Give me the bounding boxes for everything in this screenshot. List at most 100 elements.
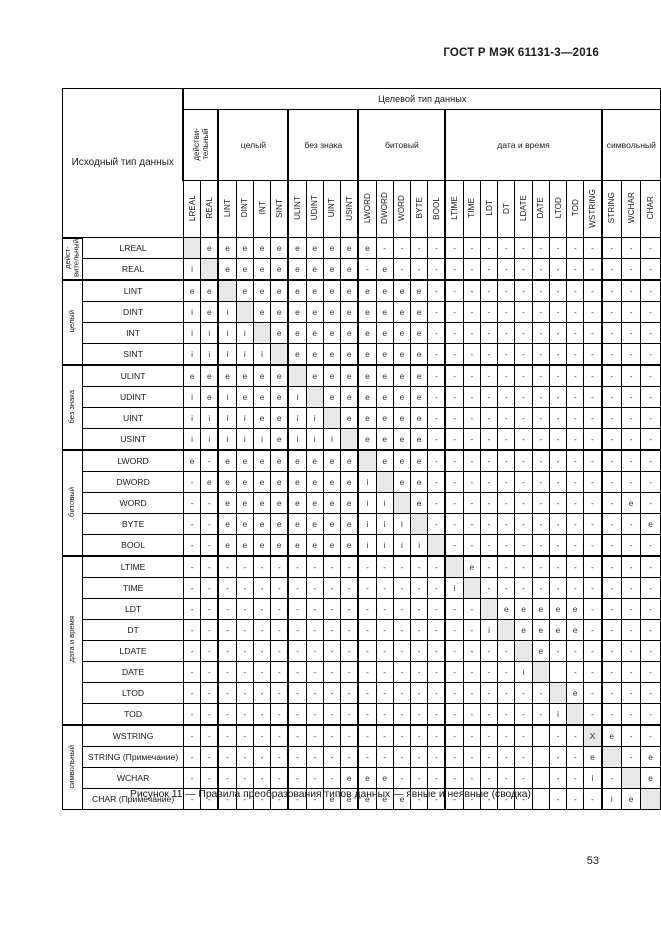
column-header-byte: BYTE xyxy=(410,180,429,238)
table-row: SINT i i i i i e e e e e e e e - - - - - - - - - - - - - xyxy=(63,343,661,366)
conversion-cell: - xyxy=(322,555,342,578)
conversion-cell: - xyxy=(427,598,446,620)
column-header-label: LWORD xyxy=(362,192,372,224)
conversion-cell: e xyxy=(340,237,359,259)
conversion-cell: - xyxy=(444,619,464,641)
conversion-cell: e xyxy=(287,237,307,259)
conversion-cell: - xyxy=(620,661,642,683)
conversion-cell: - xyxy=(620,682,642,704)
conversion-cell: - xyxy=(531,492,550,514)
conversion-cell: - xyxy=(217,661,237,683)
conversion-cell: - xyxy=(252,640,272,662)
conversion-cell: - xyxy=(287,703,307,726)
conversion-cell: - xyxy=(392,237,412,259)
conversion-cell: - xyxy=(200,513,219,535)
conversion-cell: - xyxy=(479,471,499,493)
row-group-3: без знака xyxy=(61,364,84,451)
conversion-cell: - xyxy=(548,364,568,387)
column-header-label: BYTE xyxy=(414,197,424,219)
row-group-4: битовый xyxy=(61,449,84,557)
conversion-cell: - xyxy=(583,343,603,366)
conversion-cell: i xyxy=(410,534,429,557)
conversion-cell: - xyxy=(583,577,603,599)
conversion-cell: - xyxy=(497,343,516,366)
conversion-cell: - xyxy=(200,619,219,641)
conversion-cell xyxy=(392,492,412,514)
conversion-cell: - xyxy=(200,555,219,578)
conversion-cell: e xyxy=(200,471,219,493)
conversion-cell: - xyxy=(640,471,661,493)
conversion-cell: e xyxy=(640,767,661,789)
conversion-cell xyxy=(600,746,622,768)
conversion-cell: e xyxy=(235,258,254,281)
conversion-cell: - xyxy=(235,682,254,704)
column-header-label: DT xyxy=(501,202,511,214)
conversion-cell: - xyxy=(583,513,603,535)
conversion-cell: - xyxy=(566,364,585,387)
conversion-cell: - xyxy=(235,767,254,789)
column-group-6: символьный xyxy=(600,109,661,181)
conversion-cell: - xyxy=(200,598,219,620)
conversion-cell: i xyxy=(217,386,237,408)
table-row: BYTE - - e e e e e e e e i i i - - - - - - - - - - - - e xyxy=(63,513,661,535)
conversion-cell: e xyxy=(600,724,622,747)
conversion-cell: e xyxy=(270,407,289,429)
conversion-cell: - xyxy=(600,682,622,704)
row-label-lreal: LREAL xyxy=(82,237,184,259)
conversion-cell: i xyxy=(287,386,307,408)
conversion-cell: - xyxy=(235,724,254,747)
conversion-cell: i xyxy=(182,258,202,281)
conversion-cell: - xyxy=(583,471,603,493)
conversion-cell: - xyxy=(182,724,202,747)
column-header-label: TIME xyxy=(467,198,477,218)
conversion-cell: e xyxy=(357,788,377,810)
conversion-cell: - xyxy=(548,577,568,599)
conversion-cell: - xyxy=(462,364,481,387)
conversion-cell: e xyxy=(287,471,307,493)
conversion-cell: - xyxy=(620,279,642,302)
conversion-cell: - xyxy=(583,322,603,344)
conversion-cell: e xyxy=(357,407,377,429)
conversion-cell: - xyxy=(479,301,499,323)
conversion-cell: - xyxy=(566,343,585,366)
conversion-cell: e xyxy=(340,513,359,535)
conversion-cell: - xyxy=(427,513,446,535)
conversion-cell xyxy=(375,471,394,493)
conversion-cell: e xyxy=(548,619,568,641)
conversion-cell: e xyxy=(340,449,359,472)
conversion-cell: - xyxy=(357,640,377,662)
table-row: UDINT i e i e e e i e e e e e e - - - - - - - - - - - - - xyxy=(63,386,661,408)
conversion-cell: - xyxy=(252,598,272,620)
conversion-cell: - xyxy=(620,598,642,620)
conversion-cell: e xyxy=(270,301,289,323)
conversion-cell: - xyxy=(531,301,550,323)
conversion-cell: - xyxy=(514,322,533,344)
conversion-cell: e xyxy=(548,598,568,620)
column-header-ltime: LTIME xyxy=(444,180,464,238)
conversion-cell: i xyxy=(182,322,202,344)
conversion-cell: - xyxy=(620,534,642,557)
conversion-cell: e xyxy=(270,534,289,557)
table-row: битовый LWORD e - e e e e e e e e e e e - - - - - - - - - - - - - xyxy=(61,449,661,557)
conversion-cell: - xyxy=(462,619,481,641)
conversion-cell: - xyxy=(583,661,603,683)
conversion-cell: - xyxy=(427,258,446,281)
conversion-cell: - xyxy=(392,682,412,704)
conversion-cell: - xyxy=(444,682,464,704)
conversion-cell: - xyxy=(375,682,394,704)
conversion-cell: - xyxy=(444,322,464,344)
column-header-date: DATE xyxy=(531,180,550,238)
conversion-cell: e xyxy=(235,492,254,514)
conversion-cell: - xyxy=(270,555,289,578)
conversion-cell: - xyxy=(252,682,272,704)
conversion-cell: - xyxy=(548,343,568,366)
conversion-cell: - xyxy=(531,364,550,387)
conversion-cell: e xyxy=(392,449,412,472)
conversion-cell: - xyxy=(357,598,377,620)
conversion-cell: e xyxy=(340,364,359,387)
conversion-cell: - xyxy=(392,703,412,726)
conversion-cell: i xyxy=(444,577,464,599)
conversion-cell: - xyxy=(305,724,324,747)
conversion-cell: - xyxy=(600,703,622,726)
conversion-cell: - xyxy=(217,724,237,747)
